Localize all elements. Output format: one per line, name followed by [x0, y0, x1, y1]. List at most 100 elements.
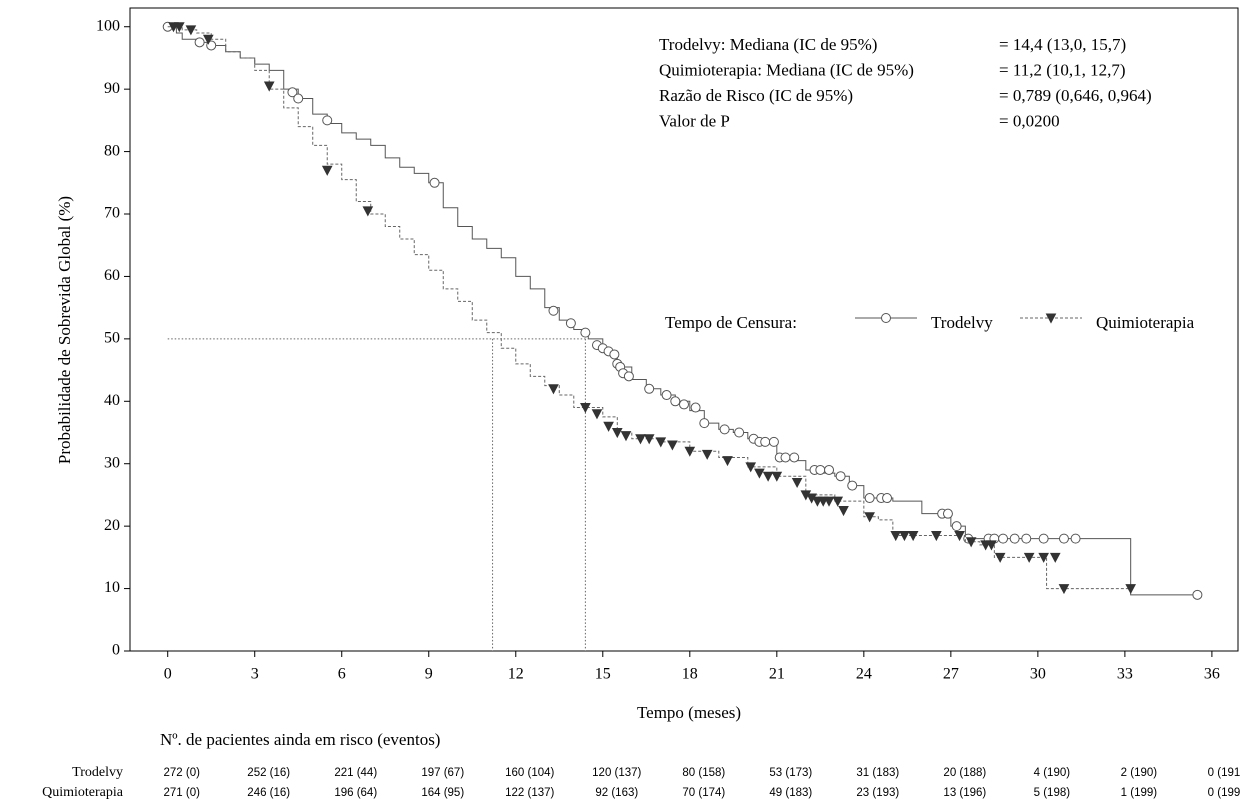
annotation-value: = 11,2 (10,1, 12,7): [999, 60, 1126, 79]
risk-cell: 196 (64): [334, 787, 377, 799]
x-tick-label: 30: [1030, 666, 1046, 683]
censor-marker: [580, 403, 591, 414]
censor-marker: [899, 531, 910, 542]
censor-marker: [611, 428, 623, 439]
censor-marker: [670, 396, 681, 407]
risk-cell: 80 (158): [682, 767, 725, 779]
censor-marker: [293, 93, 304, 104]
censor-marker: [173, 22, 185, 33]
risk-cell: 164 (95): [421, 787, 464, 799]
x-tick-label: 21: [769, 666, 785, 683]
censor-marker: [1009, 533, 1020, 544]
censor-marker: [882, 493, 893, 504]
censor-marker: [719, 424, 730, 435]
censor-marker: [907, 531, 919, 542]
censor-marker: [690, 402, 701, 413]
y-tick-label: 80: [104, 142, 120, 159]
legend-title: Tempo de Censura:: [665, 313, 797, 332]
x-tick-label: 9: [425, 666, 433, 683]
x-tick-label: 36: [1204, 666, 1220, 683]
censor-marker: [603, 421, 614, 432]
censor-marker: [771, 471, 783, 482]
x-tick-label: 6: [338, 666, 346, 683]
censor-marker: [722, 456, 733, 467]
censor-marker: [864, 512, 875, 523]
censor-marker: [1058, 533, 1069, 544]
censor-marker: [684, 446, 696, 457]
y-tick-label: 0: [112, 642, 120, 659]
y-tick-label: 100: [96, 17, 120, 34]
censor-marker: [815, 464, 826, 475]
censor-marker: [321, 165, 333, 176]
censor-marker: [838, 506, 849, 517]
risk-cell: 23 (193): [856, 787, 899, 799]
censor-marker: [951, 521, 962, 532]
censor-marker: [954, 531, 965, 542]
risk-cell: 271 (0): [163, 787, 200, 799]
legend-marker: [1045, 313, 1057, 324]
censor-marker: [832, 496, 844, 507]
censor-marker: [734, 427, 745, 438]
censor-marker: [931, 531, 942, 542]
censor-marker: [768, 436, 779, 447]
x-tick-label: 0: [164, 666, 172, 683]
annotation-label: Razão de Risco (IC de 95%): [659, 86, 853, 105]
censor-marker: [994, 552, 1006, 563]
censor-marker: [1058, 584, 1070, 595]
risk-cell: 0 (191): [1208, 767, 1240, 779]
risk-cell: 0 (199): [1208, 787, 1240, 799]
censor-marker: [760, 436, 771, 447]
censor-marker: [965, 537, 977, 548]
censor-marker: [847, 480, 858, 491]
y-axis-label: Probabilidade de Sobrevida Global (%): [55, 196, 74, 464]
censor-marker: [287, 87, 298, 98]
censor-marker: [643, 434, 655, 445]
y-tick-label: 30: [104, 454, 120, 471]
censor-marker: [890, 531, 902, 542]
censor-marker: [1192, 589, 1203, 600]
censor-marker: [823, 496, 835, 507]
censor-marker: [202, 34, 214, 45]
risk-cell: 120 (137): [592, 767, 641, 779]
risk-cell: 122 (137): [505, 787, 554, 799]
legend-marker: [881, 313, 891, 323]
risk-cell: 272 (0): [163, 767, 200, 779]
censor-marker: [789, 452, 800, 463]
censor-marker: [1049, 552, 1061, 563]
annotation-label: Trodelvy: Mediana (IC de 95%): [659, 35, 877, 54]
risk-cell: 70 (174): [682, 787, 725, 799]
x-tick-label: 33: [1117, 666, 1133, 683]
censor-marker: [679, 399, 689, 410]
risk-cell: 13 (196): [943, 787, 986, 799]
annotation-label: Quimioterapia: Mediana (IC de 95%): [659, 60, 914, 79]
risk-cell: 1 (199): [1121, 787, 1158, 799]
censor-marker: [864, 493, 875, 504]
censor-marker: [699, 418, 710, 429]
annotation-value: = 0,0200: [999, 111, 1060, 130]
censor-marker: [745, 462, 757, 473]
censor-marker: [1038, 533, 1049, 544]
censor-marker: [565, 318, 576, 329]
censor-marker: [185, 25, 197, 36]
censor-marker: [762, 471, 774, 482]
risk-cell: 160 (104): [505, 767, 554, 779]
censor-marker: [998, 533, 1009, 544]
censor-marker: [986, 540, 997, 551]
censor-marker: [1038, 552, 1049, 563]
censor-marker: [655, 437, 667, 448]
censor-marker: [322, 115, 333, 126]
y-tick-label: 50: [104, 330, 120, 347]
annotation-value: = 0,789 (0,646, 0,964): [999, 86, 1152, 105]
x-axis-label: Tempo (meses): [637, 703, 741, 722]
risk-cell: 221 (44): [334, 767, 377, 779]
risk-cell: 246 (16): [247, 787, 290, 799]
risk-cell: 20 (188): [943, 767, 986, 779]
risk-cell: 49 (183): [769, 787, 812, 799]
censor-marker: [701, 449, 713, 460]
censor-marker: [362, 206, 374, 217]
y-tick-label: 40: [104, 392, 120, 409]
risk-cell: 2 (190): [1121, 767, 1158, 779]
censor-marker: [580, 327, 591, 338]
x-tick-label: 24: [856, 666, 872, 683]
